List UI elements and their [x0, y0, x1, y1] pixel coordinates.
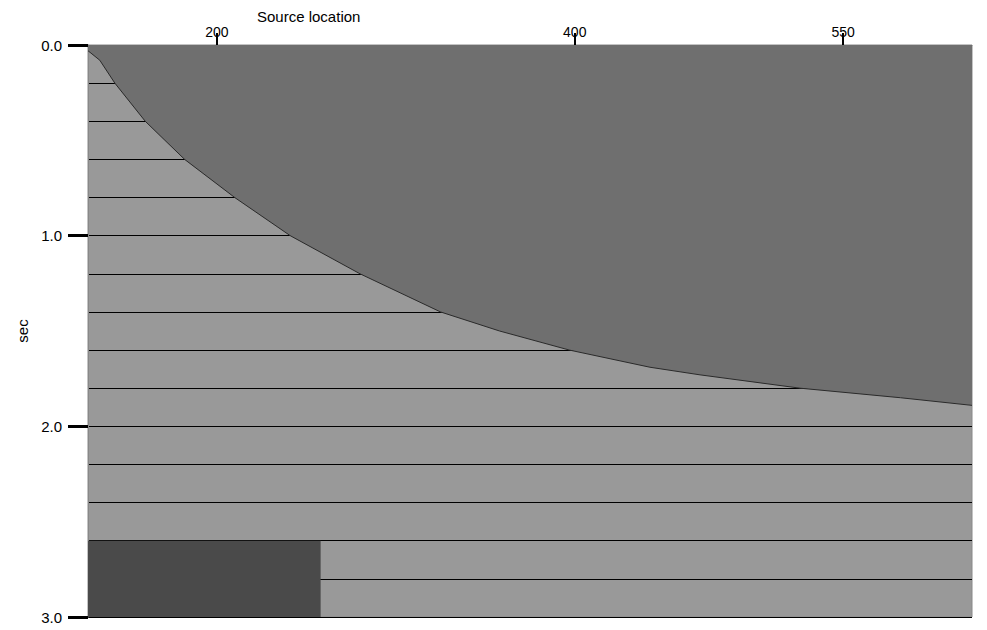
svg-text:3.0: 3.0 [41, 609, 62, 626]
svg-text:550: 550 [831, 24, 855, 40]
svg-text:1.0: 1.0 [41, 227, 62, 244]
svg-text:2.0: 2.0 [41, 418, 62, 435]
svg-text:sec: sec [14, 319, 31, 343]
svg-text:0.0: 0.0 [41, 37, 62, 54]
svg-text:400: 400 [563, 24, 587, 40]
svg-text:200: 200 [205, 24, 229, 40]
svg-text:Source location: Source location [257, 8, 360, 25]
